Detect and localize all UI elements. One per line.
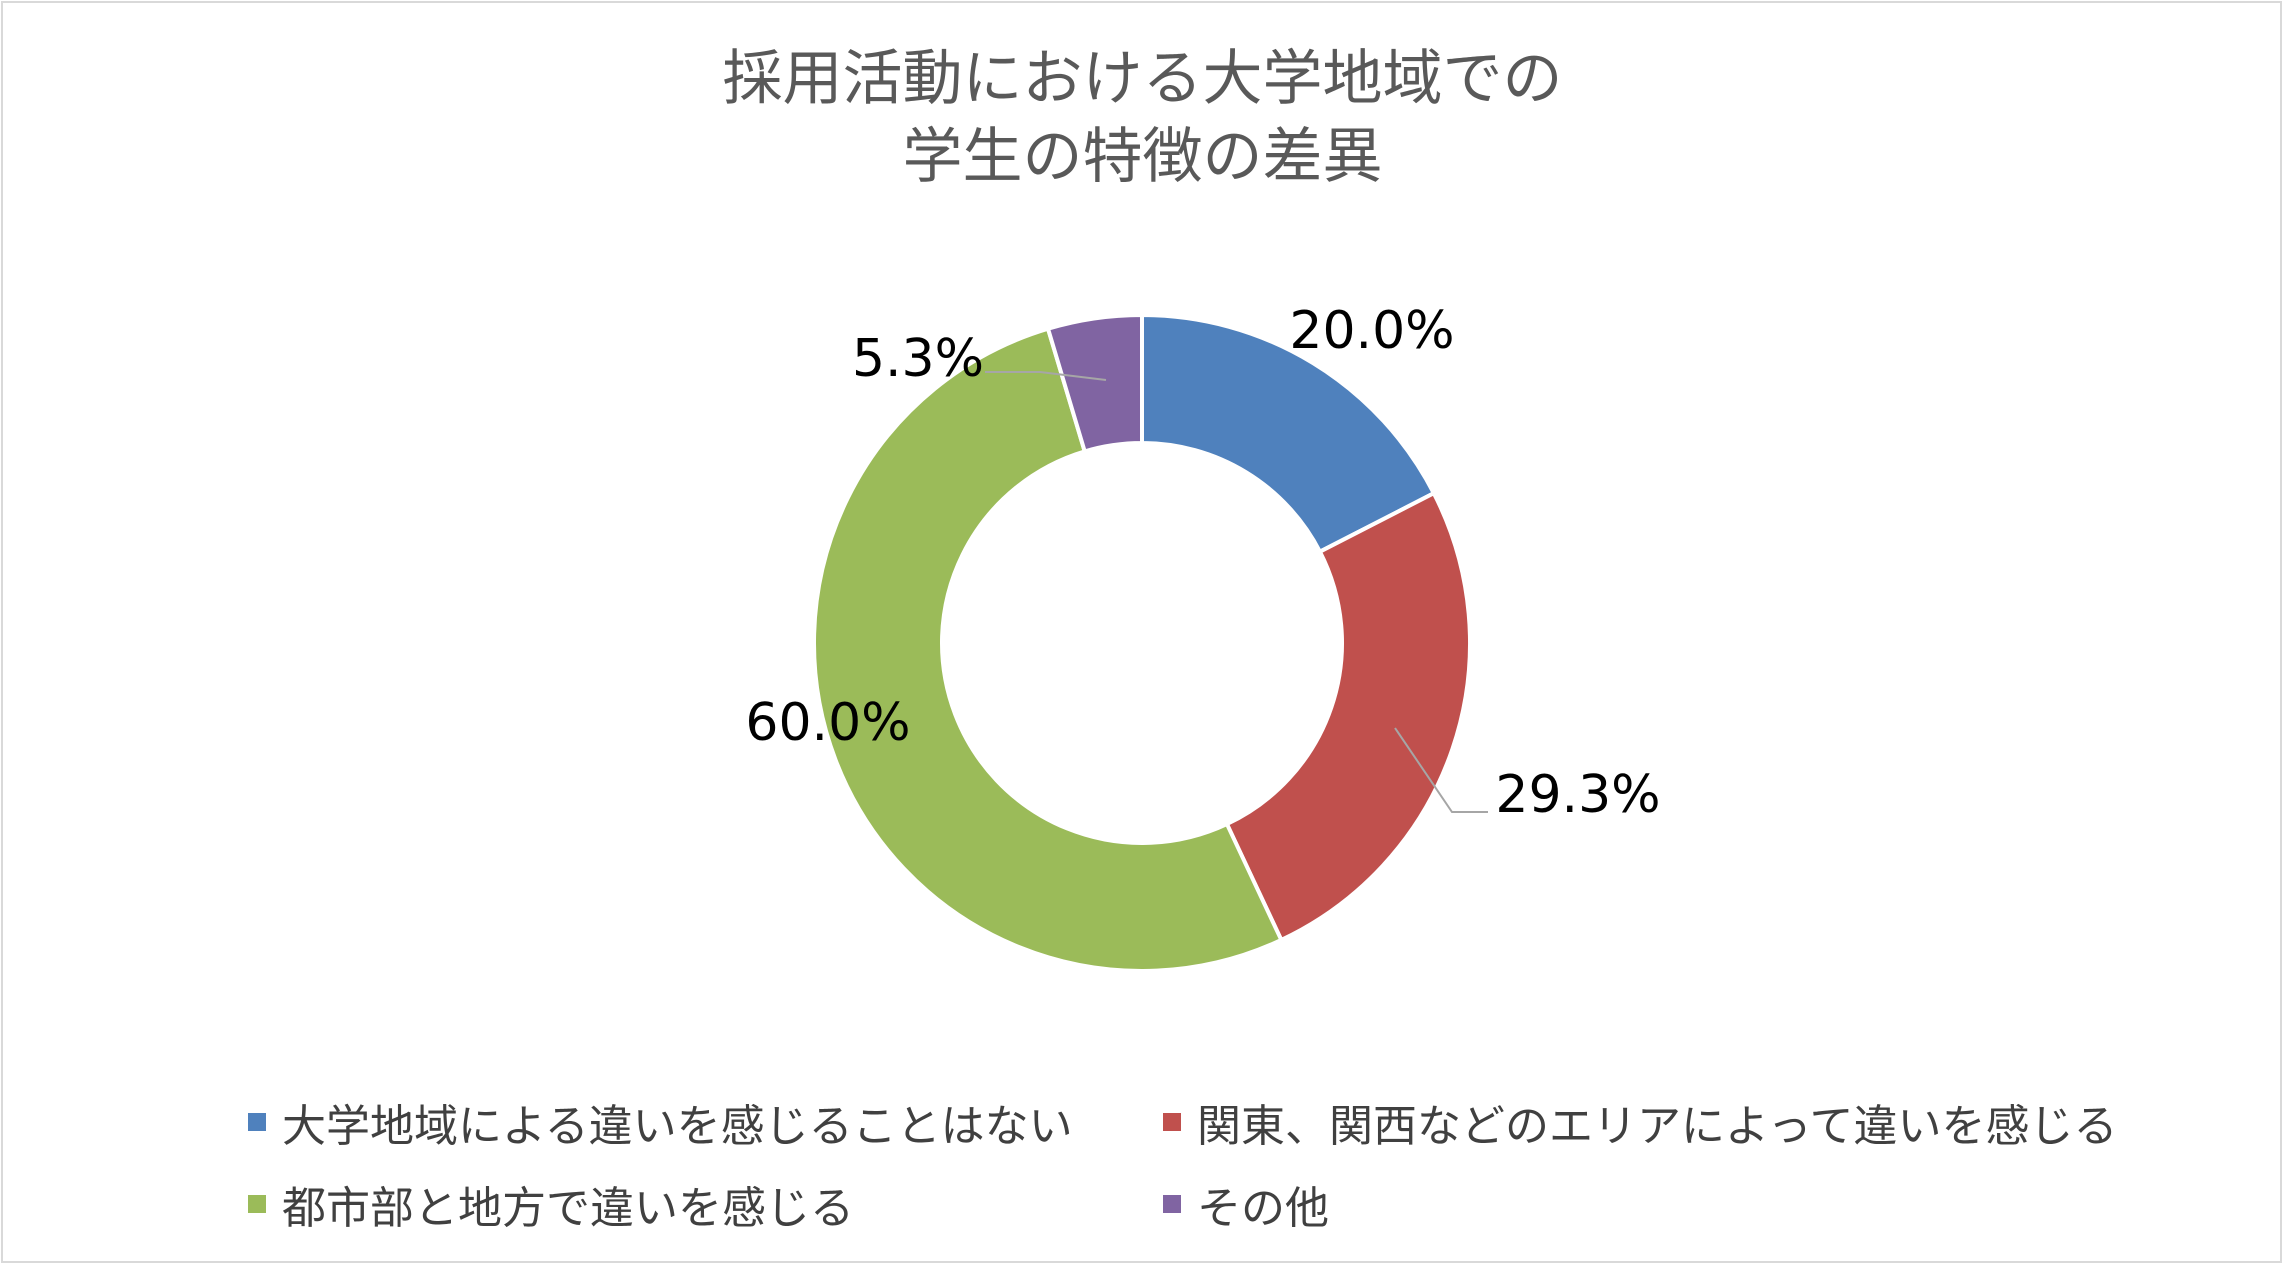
data-label-2: 60.0% (745, 693, 910, 753)
donut-slices (812, 312, 1472, 973)
chart-title-line-2: 学生の特徴の差異 (902, 122, 1383, 192)
label-leader-lines (985, 371, 1488, 813)
data-label-0: 20.0% (1289, 301, 1454, 361)
legend-item-0[interactable]: 大学地域による違いを感じることはない (248, 1090, 1073, 1154)
data-label-1: 29.3% (1495, 765, 1660, 825)
donut-slice-2[interactable] (812, 326, 1284, 973)
donut-slice-3[interactable] (1045, 312, 1144, 454)
legend-item-3[interactable]: その他 (1163, 1172, 1329, 1236)
legend-swatch-2 (248, 1195, 266, 1213)
legend-item-2[interactable]: 都市部と地方で違いを感じる (248, 1172, 854, 1236)
leader-line-1 (1394, 727, 1488, 813)
legend-item-1[interactable]: 関東、関西などのエリアによって違いを感じる (1163, 1090, 2117, 1154)
legend-swatch-0 (248, 1113, 266, 1131)
chart-title-line-1: 採用活動における大学地域での (722, 44, 1563, 114)
chart-title: 採用活動における大学地域での 学生の特徴の差異 (0, 40, 2285, 196)
legend-swatch-1 (1163, 1113, 1181, 1131)
donut-slice-0[interactable] (1140, 312, 1437, 555)
legend-label-0: 大学地域による違いを感じることはない (282, 1101, 1073, 1152)
data-label-3: 5.3% (852, 329, 984, 389)
legend-label-2: 都市部と地方で違いを感じる (282, 1183, 854, 1234)
legend-swatch-3 (1163, 1195, 1181, 1213)
leader-line-3 (985, 371, 1107, 381)
legend-label-1: 関東、関西などのエリアによって違いを感じる (1197, 1101, 2118, 1152)
legend-label-3: その他 (1197, 1183, 1329, 1234)
data-labels: 20.0% 29.3% 60.0% 5.3% (745, 301, 1660, 825)
donut-slice-1[interactable] (1224, 490, 1472, 943)
